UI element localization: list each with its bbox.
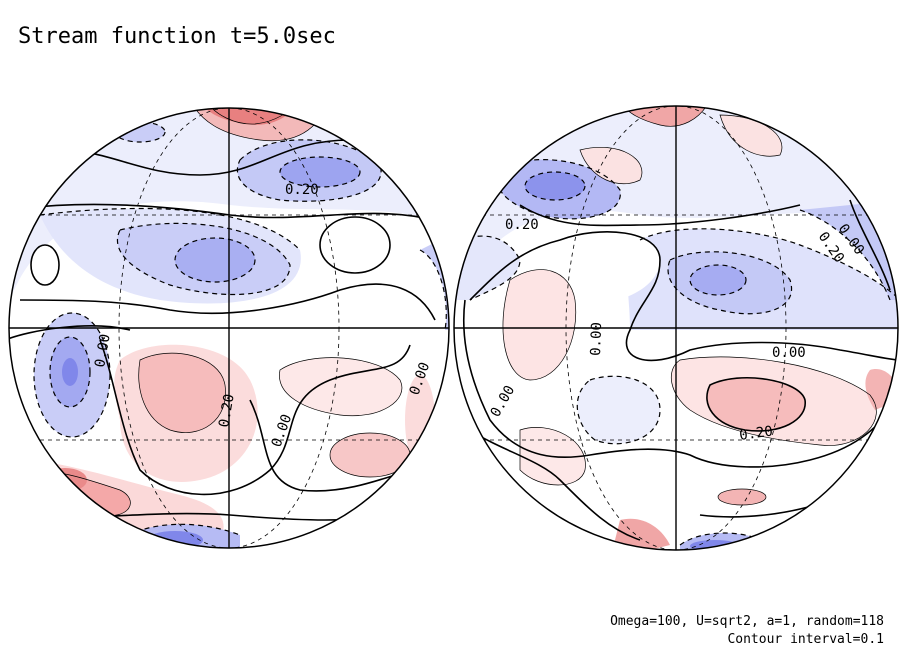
negative-core [690, 265, 746, 295]
positive-region [502, 269, 576, 380]
contour-label: 0.00 [588, 322, 605, 356]
negative-core [62, 358, 78, 386]
contour-label: 0.20 [285, 182, 319, 198]
positive-region [330, 433, 410, 477]
positive-region [580, 147, 642, 184]
parameters-text: Omega=100, U=sqrt2, a=1, random=118 [610, 614, 884, 629]
left-hemisphere: 0.20 0.00 0.20 0.00 0.00 [8, 107, 450, 549]
negative-core [175, 238, 255, 282]
negative-region [455, 236, 520, 300]
negative-region [420, 230, 449, 330]
contour-label: 0.20 [738, 423, 774, 444]
contour-interval-text: Contour interval=0.1 [727, 632, 884, 647]
positive-region [706, 377, 806, 431]
positive-region [720, 115, 782, 157]
contour-label: 0.20 [216, 393, 238, 429]
positive-core [43, 468, 87, 492]
negative-region [577, 376, 660, 444]
positive-region [138, 353, 226, 433]
negative-core [147, 531, 203, 548]
negative-core [280, 157, 360, 187]
contour-label: 0.00 [92, 333, 114, 369]
contour-label: 0.00 [772, 345, 806, 361]
negative-region [454, 106, 898, 300]
positive-region [718, 489, 766, 505]
negative-core [525, 172, 585, 200]
right-hemisphere: 0.20 0.00 0.20 0.00 0.00 0.00 0.20 [453, 105, 899, 551]
contour-label: 0.20 [505, 217, 539, 233]
plot-title: Stream function t=5.0sec [18, 24, 336, 49]
positive-region [279, 357, 402, 416]
